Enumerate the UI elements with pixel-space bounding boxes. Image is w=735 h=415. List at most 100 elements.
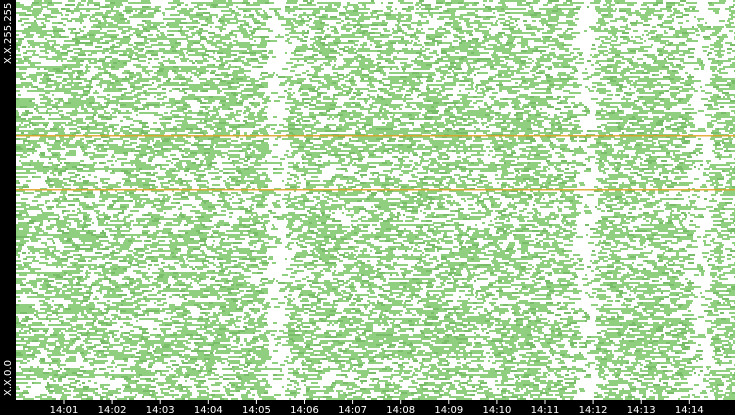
heatmap-cell	[38, 118, 42, 120]
heatmap-cell	[508, 38, 515, 40]
heatmap-cell	[484, 48, 486, 50]
heatmap-cell	[683, 52, 688, 54]
heatmap-cell	[668, 44, 671, 46]
heatmap-cell	[500, 46, 505, 48]
heatmap-cell	[655, 38, 661, 40]
heatmap-cell	[364, 98, 366, 100]
heatmap-cell	[198, 112, 203, 114]
heatmap-cell	[476, 84, 481, 86]
heatmap-cell	[129, 98, 133, 100]
heatmap-cell	[614, 0, 620, 2]
heatmap-cell	[66, 90, 71, 92]
heatmap-cell	[422, 94, 429, 96]
heatmap-cell	[165, 8, 172, 10]
heatmap-cell	[344, 60, 348, 62]
heatmap-cell	[309, 78, 312, 80]
heatmap-cell	[667, 22, 672, 24]
heatmap-cell	[121, 94, 124, 96]
heatmap-cell	[506, 88, 512, 90]
heatmap-cell	[733, 4, 735, 6]
heatmap-cell	[630, 116, 632, 118]
heatmap-cell	[686, 94, 688, 96]
heatmap-cell	[55, 106, 59, 108]
heatmap-cell	[723, 114, 730, 116]
heatmap-cell	[138, 50, 140, 52]
heatmap-cell	[86, 112, 91, 114]
heatmap-cell	[130, 92, 132, 94]
heatmap-cell	[116, 6, 120, 8]
heatmap-cell	[353, 96, 356, 98]
heatmap-cell	[556, 122, 561, 124]
heatmap-cell	[199, 28, 203, 30]
heatmap-cell	[253, 60, 257, 62]
heatmap-cell	[119, 26, 125, 28]
heatmap-cell	[351, 84, 357, 86]
heatmap-cell	[568, 0, 572, 2]
heatmap-cell	[259, 110, 264, 112]
heatmap-cell	[680, 102, 687, 104]
heatmap-cell	[49, 114, 51, 116]
heatmap-cell	[574, 70, 578, 72]
heatmap-cell	[546, 10, 552, 12]
heatmap-cell	[444, 36, 447, 38]
heatmap-cell	[185, 8, 187, 10]
heatmap-cell	[122, 96, 127, 98]
heatmap-cell	[363, 30, 368, 32]
heatmap-cell	[113, 52, 118, 54]
heatmap-cell	[377, 80, 379, 82]
heatmap-cell	[685, 80, 689, 82]
heatmap-cell	[720, 26, 724, 28]
heatmap-cell	[530, 58, 532, 60]
heatmap-cell	[239, 100, 244, 102]
heatmap-cell	[490, 38, 497, 40]
heatmap-cell	[160, 122, 163, 124]
heatmap-cell	[341, 66, 348, 68]
heatmap-cell	[347, 22, 350, 24]
heatmap-cell	[516, 104, 519, 106]
heatmap-cell	[170, 48, 174, 50]
heatmap-cell	[93, 114, 96, 116]
heatmap-cell	[611, 72, 614, 74]
heatmap-cell	[489, 110, 494, 112]
heatmap-cell	[38, 36, 44, 38]
heatmap-cell	[391, 98, 398, 100]
heatmap-cell	[225, 104, 232, 106]
heatmap-cell	[77, 72, 81, 74]
heatmap-cell	[666, 108, 668, 110]
heatmap-cell	[620, 26, 623, 28]
heatmap-cell	[210, 26, 212, 28]
heatmap-cell	[69, 76, 73, 78]
heatmap-cell	[670, 112, 675, 114]
heatmap-cell	[171, 104, 176, 106]
heatmap-cell	[708, 8, 710, 10]
heatmap-cell	[316, 108, 319, 110]
heatmap-cell	[587, 60, 591, 62]
heatmap-cell	[631, 118, 636, 120]
heatmap-cell	[679, 42, 682, 44]
heatmap-cell	[674, 122, 679, 124]
heatmap-cell	[91, 100, 95, 102]
heatmap-cell	[475, 112, 481, 114]
heatmap-cell	[604, 36, 608, 38]
heatmap-cell	[274, 8, 281, 10]
heatmap-cell	[621, 104, 624, 106]
heatmap-cell	[390, 42, 396, 44]
heatmap-cell	[449, 116, 456, 118]
heatmap-cell	[93, 50, 95, 52]
heatmap-cell	[689, 80, 695, 82]
heatmap-cell	[39, 56, 42, 58]
heatmap-cell	[46, 84, 53, 86]
heatmap-cell	[415, 44, 422, 46]
heatmap-cell	[85, 44, 88, 46]
heatmap-cell	[364, 58, 371, 60]
heatmap-cell	[626, 104, 633, 106]
heatmap-cell	[265, 28, 270, 30]
heatmap-cell	[496, 48, 501, 50]
heatmap-cell	[670, 92, 677, 94]
heatmap-cell	[381, 2, 383, 4]
heatmap-cell	[660, 78, 662, 80]
heatmap-cell	[379, 110, 382, 112]
heatmap-cell	[111, 74, 116, 76]
heatmap-cell	[202, 46, 205, 48]
heatmap-cell	[548, 16, 553, 18]
